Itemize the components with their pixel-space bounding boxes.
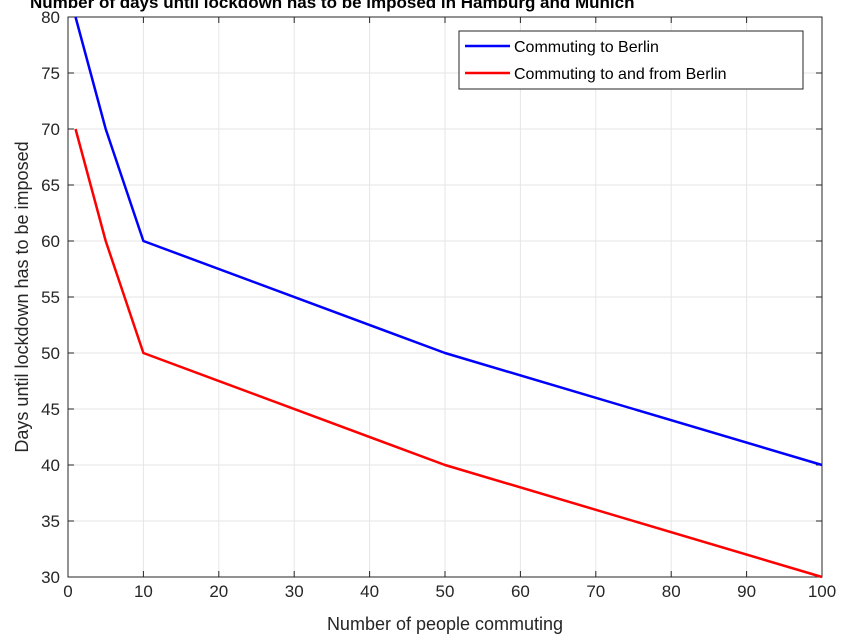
- y-tick-label: 65: [41, 176, 60, 195]
- y-tick-label: 55: [41, 288, 60, 307]
- legend-box: [458, 30, 804, 90]
- legend: Commuting to Berlin Commuting to and from…: [458, 30, 804, 90]
- x-tick-label: 90: [737, 582, 756, 601]
- y-tick-label: 35: [41, 512, 60, 531]
- x-tick-label: 20: [209, 582, 228, 601]
- chart-title: Number of days until lockdown has to be …: [30, 0, 635, 12]
- y-tick-label: 45: [41, 400, 60, 419]
- legend-entry-label: Commuting to Berlin: [514, 39, 659, 56]
- x-tick-label: 80: [662, 582, 681, 601]
- y-tick-label: 70: [41, 120, 60, 139]
- x-tick-label: 40: [360, 582, 379, 601]
- x-tick-label: 50: [436, 582, 455, 601]
- x-tick-label: 70: [586, 582, 605, 601]
- y-axis-label: Days until lockdown has to be imposed: [12, 141, 32, 452]
- series-line-2: [74, 128, 823, 579]
- y-tick-label: 50: [41, 344, 60, 363]
- y-tick-label: 80: [41, 8, 60, 27]
- x-tick-label: 10: [134, 582, 153, 601]
- y-tick-label: 75: [41, 64, 60, 83]
- x-tick-label: 100: [808, 582, 836, 601]
- y-tick-label: 60: [41, 232, 60, 251]
- axis-ticks: 0 10 20 30 40 50 60 70 80 90 100 30 35 40 45 50 55 60 65 70…: [41, 8, 836, 601]
- series-lines: [74, 16, 823, 579]
- x-tick-label: 0: [63, 582, 72, 601]
- x-axis-label: Number of people commuting: [327, 614, 563, 634]
- y-tick-label: 40: [41, 456, 60, 475]
- y-tick-label: 30: [41, 568, 60, 587]
- x-tick-label: 60: [511, 582, 530, 601]
- legend-entry-label: Commuting to and from Berlin: [514, 66, 727, 83]
- grid-lines: [67, 16, 823, 578]
- series-line-1: [74, 16, 823, 467]
- x-tick-label: 30: [285, 582, 304, 601]
